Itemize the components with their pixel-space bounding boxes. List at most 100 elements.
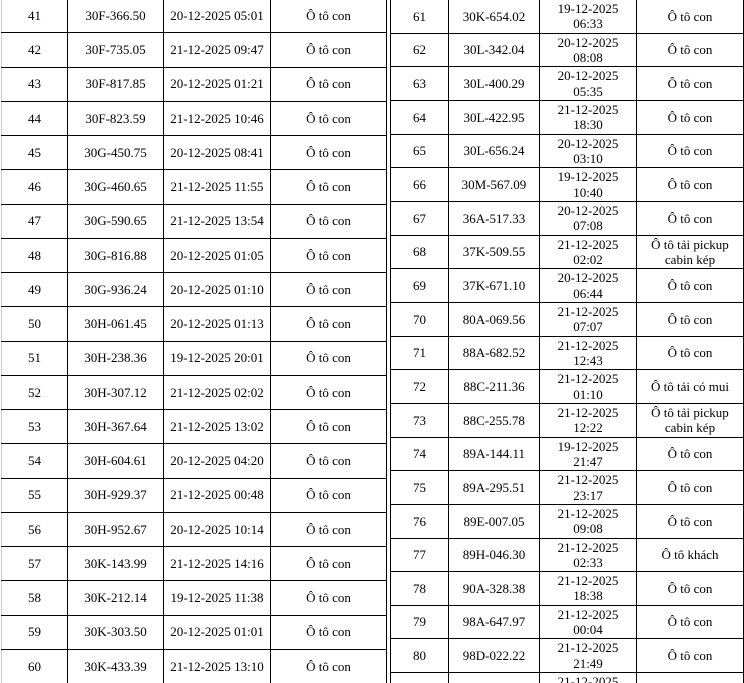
vehicle-list-table-left: 41 30F-366.50 20-12-2025 05:01 Ô tô con 42 30…: [1, 0, 387, 683]
table-row: 65 30L-656.24 20-12-2025 03:10 Ô tô con: [390, 133, 744, 169]
table-row: 60 30K-433.39 21-12-2025 13:10 Ô tô con: [1, 648, 387, 683]
vehicle-type-cell: Ô tô con: [270, 374, 387, 411]
datetime-cell: 21-12-2025 14:16: [163, 545, 271, 582]
row-number-cell: 45: [1, 134, 68, 171]
row-number-cell: 55: [1, 477, 68, 513]
table-row: 61 30K-654.02 19-12-2025 06:33 Ô tô con: [390, 0, 744, 34]
row-number-cell: 48: [1, 237, 68, 274]
table-row: 49 30G-936.24 20-12-2025 01:10 Ô tô con: [1, 271, 387, 308]
vehicle-type-cell: Ô tô con: [636, 133, 744, 169]
license-plate-cell: 88C-211.36: [448, 369, 540, 404]
datetime-cell: 21-12-2025 12:43: [539, 335, 637, 371]
table-row: 77 89H-046.30 21-12-2025 02:33 Ô tô khách: [390, 537, 744, 573]
row-number-cell: 63: [390, 66, 449, 101]
datetime-cell: 21-12-2025 11:55: [163, 169, 271, 205]
row-number-cell: 51: [1, 340, 68, 376]
license-plate-cell: 98A-647.97: [448, 604, 540, 640]
row-number-cell: 49: [1, 271, 68, 308]
license-plate-cell: 88A-682.52: [448, 335, 540, 371]
license-plate-cell: 30G-460.65: [67, 169, 164, 205]
datetime-cell: 21-12-2025 00:04: [539, 604, 637, 640]
vehicle-type-cell: Ô tô con: [270, 0, 387, 34]
table-row: 71 88A-682.52 21-12-2025 12:43 Ô tô con: [390, 335, 744, 371]
license-plate-cell: 30F-823.59: [67, 100, 164, 137]
datetime-cell: 21-12-2025 02:02: [163, 374, 271, 411]
row-number-cell: 54: [1, 443, 68, 479]
table-row: 80 98D-022.22 21-12-2025 21:49 Ô tô con: [390, 638, 744, 674]
license-plate-cell: 89E-007.05: [448, 503, 540, 539]
vehicle-type-cell: Ô tô con: [270, 580, 387, 616]
datetime-cell: 21-12-2025 23:17: [539, 470, 637, 505]
row-number-cell: 67: [390, 200, 449, 236]
table-row: 68 37K-509.55 21-12-2025 02:02 Ô tô tải pic…: [390, 234, 744, 270]
vehicle-type-cell: Ô tô con: [270, 648, 387, 683]
row-number-cell: 53: [1, 408, 68, 445]
license-plate-cell: 30H-307.12: [67, 374, 164, 411]
row-number-cell: 81: [390, 672, 449, 683]
license-plate-cell: 30L-400.29: [448, 66, 540, 101]
vehicle-list-table-left-body: 41 30F-366.50 20-12-2025 05:01 Ô tô con 42 30…: [1, 0, 387, 683]
row-number-cell: 58: [1, 580, 68, 616]
table-row: 69 37K-671.10 20-12-2025 06:44 Ô tô con: [390, 268, 744, 303]
license-plate-cell: 30K-303.50: [67, 614, 164, 650]
vehicle-type-cell: Ô tô con: [636, 99, 744, 135]
license-plate-cell: 30H-061.45: [67, 306, 164, 342]
table-row: 59 30K-303.50 20-12-2025 01:01 Ô tô con: [1, 614, 387, 650]
row-number-cell: 68: [390, 234, 449, 270]
license-plate-cell: 30H-952.67: [67, 511, 164, 548]
vehicle-type-cell: Ô tô con: [270, 408, 387, 445]
table-row: 46 30G-460.65 21-12-2025 11:55 Ô tô con: [1, 169, 387, 205]
datetime-cell: 21-12-2025 02:33: [539, 537, 637, 573]
datetime-cell: 21-12-2025 02:02: [539, 234, 637, 270]
datetime-cell: 21-12-2025 01:10: [539, 369, 637, 404]
license-plate-cell: 37K-509.55: [448, 234, 540, 270]
vehicle-type-cell: Ô tô con: [270, 32, 387, 68]
datetime-cell: 21-12-2025 07:07: [539, 301, 637, 337]
license-plate-cell: 30H-367.64: [67, 408, 164, 445]
datetime-cell: 21-12-2025 13:54: [163, 203, 271, 239]
datetime-cell: 21-12-2025 03:08: [539, 672, 637, 683]
datetime-cell: 20-12-2025 01:05: [163, 237, 271, 274]
license-plate-cell: 30M-567.09: [448, 167, 540, 202]
datetime-cell: 20-12-2025 05:35: [539, 66, 637, 101]
vehicle-type-cell: Ô tô con: [270, 203, 387, 239]
datetime-cell: 21-12-2025 09:08: [539, 503, 637, 539]
row-number-cell: 52: [1, 374, 68, 411]
table-row: 63 30L-400.29 20-12-2025 05:35 Ô tô con: [390, 66, 744, 101]
license-plate-cell: 30G-450.75: [67, 134, 164, 171]
datetime-cell: 21-12-2025 18:30: [539, 99, 637, 135]
row-number-cell: 70: [390, 301, 449, 337]
vehicle-type-cell: Ô tô con: [270, 134, 387, 171]
vehicle-type-cell: Ô tô con: [636, 571, 744, 606]
row-number-cell: 72: [390, 369, 449, 404]
row-number-cell: 69: [390, 268, 449, 303]
row-number-cell: 64: [390, 99, 449, 135]
vehicle-type-cell: Ô tô con: [636, 470, 744, 505]
row-number-cell: 80: [390, 638, 449, 674]
table-row: 66 30M-567.09 19-12-2025 10:40 Ô tô con: [390, 167, 744, 202]
row-number-cell: 41: [1, 0, 68, 34]
license-plate-cell: 98D-022.22: [448, 638, 540, 674]
datetime-cell: 19-12-2025 06:33: [539, 0, 637, 34]
license-plate-cell: 30K-654.02: [448, 0, 540, 34]
table-row: 53 30H-367.64 21-12-2025 13:02 Ô tô con: [1, 408, 387, 445]
table-row: 43 30F-817.85 20-12-2025 01:21 Ô tô con: [1, 66, 387, 102]
row-number-cell: 50: [1, 306, 68, 342]
table-row: 54 30H-604.61 20-12-2025 04:20 Ô tô con: [1, 443, 387, 479]
row-number-cell: 74: [390, 436, 449, 472]
datetime-cell: 20-12-2025 01:01: [163, 614, 271, 650]
table-row: 70 80A-069.56 21-12-2025 07:07 Ô tô con: [390, 301, 744, 337]
license-plate-cell: 88C-255.78: [448, 402, 540, 438]
vehicle-type-cell: Ô tô con: [636, 32, 744, 68]
license-plate-cell: 30F-366.50: [67, 0, 164, 34]
license-plate-cell: 36A-517.33: [448, 200, 540, 236]
datetime-cell: 20-12-2025 08:08: [539, 32, 637, 68]
vehicle-type-cell: Ô tô tải pickup cabin kép: [636, 234, 744, 270]
table-row: 55 30H-929.37 21-12-2025 00:48 Ô tô con: [1, 477, 387, 513]
datetime-cell: 19-12-2025 20:01: [163, 340, 271, 376]
table-row: 57 30K-143.99 21-12-2025 14:16 Ô tô con: [1, 545, 387, 582]
row-number-cell: 56: [1, 511, 68, 548]
table-row: 44 30F-823.59 21-12-2025 10:46 Ô tô con: [1, 100, 387, 137]
